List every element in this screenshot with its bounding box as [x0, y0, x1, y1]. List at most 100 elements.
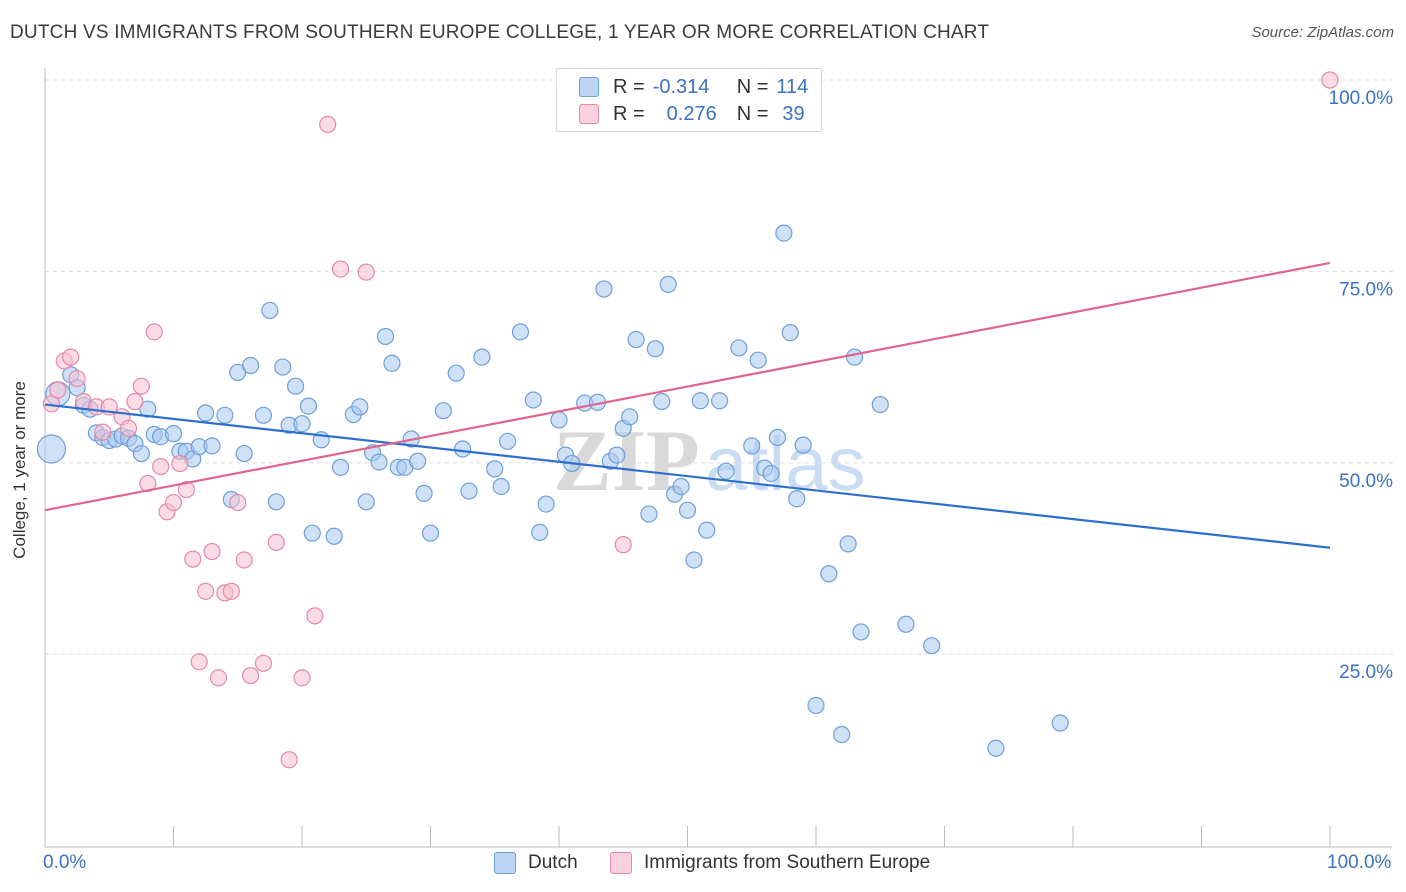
dutch-point	[627, 330, 645, 349]
y-axis-title: College, 1 year or more	[10, 381, 29, 559]
dutch-swatch	[579, 77, 599, 97]
dutch-point	[717, 462, 735, 480]
immigrants-point	[197, 582, 215, 600]
n-label: N =	[736, 75, 769, 98]
dutch-point	[691, 392, 709, 410]
dutch-point	[235, 444, 253, 463]
dutch-point	[203, 437, 221, 455]
immigrants-point	[614, 536, 632, 554]
immigrants-point	[319, 115, 337, 133]
dutch-point	[132, 444, 150, 463]
immigrants-point	[357, 263, 375, 281]
dutch-point	[845, 348, 864, 366]
dutch-point	[531, 523, 549, 542]
dutch-point	[537, 495, 555, 513]
legend-label-immigrants: Immigrants from Southern Europe	[644, 852, 931, 873]
y-tick-labels: 25.0% 50.0% 75.0% 100.0%	[1329, 88, 1394, 683]
dutch-point	[447, 364, 465, 382]
dutch-point	[897, 615, 915, 633]
dutch-point	[499, 432, 517, 450]
dutch-point	[762, 464, 780, 483]
legend-item-dutch: Dutch	[494, 852, 578, 874]
dutch-point	[595, 280, 613, 298]
dutch-point	[383, 354, 401, 372]
immigrants-trend-line	[44, 261, 1331, 512]
dutch-point	[839, 535, 857, 553]
dutch-point	[267, 493, 285, 511]
dutch-point	[807, 696, 825, 715]
immigrants-point	[242, 666, 260, 685]
dutch-point	[685, 551, 703, 569]
dutch-point	[261, 301, 279, 320]
series-legend: Dutch Immigrants from Southern Europe	[0, 852, 1406, 878]
immigrants-point	[171, 454, 189, 473]
immigrants-point	[119, 419, 138, 437]
r-value: 0.276	[666, 102, 717, 125]
dutch-points	[36, 224, 1069, 757]
dutch-point	[524, 391, 542, 409]
dutch-point	[621, 408, 639, 426]
immigrants-point	[68, 369, 86, 388]
legend-row-dutch: R = -0.314 N = 114	[579, 74, 808, 100]
dutch-point	[794, 436, 812, 454]
immigrants-point	[126, 392, 144, 411]
immigrants-point	[209, 669, 228, 687]
immigrants-point	[94, 423, 112, 441]
dutch-point	[775, 224, 793, 242]
legend-item-immigrants: Immigrants from Southern Europe	[610, 852, 930, 874]
dutch-point	[473, 348, 491, 366]
immigrants-point	[42, 395, 61, 413]
immigrants-point	[1321, 71, 1339, 89]
dutch-point	[434, 402, 452, 420]
dutch-legend-swatch	[494, 852, 516, 874]
immigrants-point	[152, 457, 170, 476]
dutch-point	[357, 493, 375, 511]
immigrants-point	[331, 260, 350, 278]
immigrants-swatch	[579, 104, 599, 124]
legend-label-dutch: Dutch	[528, 852, 578, 873]
immigrants-point	[49, 381, 67, 399]
dutch-point	[871, 395, 889, 414]
source-label: Source: ZipAtlas.com	[1251, 24, 1394, 41]
dutch-point	[376, 327, 395, 346]
immigrants-point	[306, 607, 324, 625]
dutch-point	[415, 484, 433, 502]
dutch-point	[788, 490, 806, 508]
immigrants-point	[132, 377, 150, 395]
immigrants-point	[280, 751, 298, 769]
immigrants-point	[229, 493, 247, 512]
immigrants-point	[164, 493, 183, 512]
dutch-point	[36, 434, 67, 464]
dutch-point	[254, 406, 273, 424]
dutch-point	[303, 524, 321, 542]
r-value: -0.314	[652, 75, 710, 98]
immigrants-point	[254, 654, 273, 672]
dutch-point	[852, 623, 870, 641]
dutch-point	[351, 398, 369, 416]
y-tick-label: 25.0%	[1339, 662, 1393, 683]
immigrants-point	[267, 533, 285, 551]
dutch-point	[460, 482, 478, 500]
dutch-point	[164, 425, 183, 443]
dutch-point	[678, 501, 697, 519]
n-label: N =	[736, 102, 769, 125]
watermark: ZIP atlas	[553, 413, 866, 510]
dutch-point	[492, 477, 510, 496]
immigrants-point	[145, 323, 163, 341]
dutch-point	[331, 458, 350, 476]
dutch-point	[1051, 714, 1069, 732]
dutch-point	[653, 392, 671, 411]
n-value: 39	[782, 102, 805, 125]
immigrants-point	[293, 669, 311, 687]
dutch-point	[768, 428, 787, 447]
dutch-point	[646, 340, 664, 358]
immigrants-point	[184, 550, 202, 568]
dutch-point	[274, 358, 292, 376]
dutch-point	[640, 505, 658, 523]
dutch-point	[923, 637, 941, 655]
dutch-point	[421, 524, 440, 542]
x-tick-label-min: 0.0%	[43, 852, 87, 873]
dutch-point	[325, 527, 343, 545]
dutch-point	[698, 521, 716, 539]
